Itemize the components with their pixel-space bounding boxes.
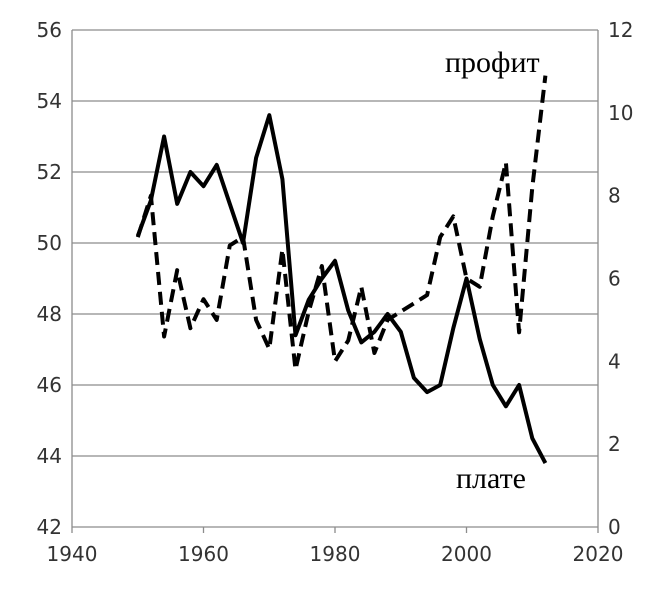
y2-tick-label: 2	[608, 432, 621, 456]
y-tick-label: 48	[37, 302, 62, 326]
y-tick-label: 52	[37, 160, 62, 184]
y2-tick-label: 10	[608, 101, 633, 125]
x-tick-label: 1980	[310, 542, 361, 566]
y2-tick-label: 6	[608, 267, 621, 291]
series-label-plate: плате	[456, 462, 526, 495]
y-tick-label: 42	[37, 515, 62, 539]
right-axis-tick-labels: 0 2 4 6 8 10 12	[608, 18, 633, 539]
series-line-plate	[135, 113, 548, 465]
series-label-profit: профит	[445, 46, 540, 79]
y-tick-label: 50	[37, 231, 62, 255]
y-tick-label: 46	[37, 373, 62, 397]
x-tick-label: 2000	[441, 542, 492, 566]
axes	[71, 30, 599, 533]
y2-tick-label: 4	[608, 349, 621, 373]
y-tick-label: 44	[37, 444, 62, 468]
y-tick-label: 54	[37, 89, 62, 113]
x-tick-label: 2020	[573, 542, 624, 566]
y-tick-label: 56	[37, 18, 62, 42]
left-axis-tick-labels: 42 44 46 48 50 52 54 56	[37, 18, 62, 539]
series-line-profit	[135, 75, 548, 372]
x-axis-tick-labels: 1940 1960 1980 2000 2020	[47, 542, 624, 566]
series-lines	[135, 75, 548, 465]
y2-tick-label: 0	[608, 515, 621, 539]
y2-tick-label: 12	[608, 18, 633, 42]
y2-tick-label: 8	[608, 184, 621, 208]
x-tick-label: 1960	[178, 542, 229, 566]
x-tick-label: 1940	[47, 542, 98, 566]
grid-lines	[72, 29, 598, 528]
series-labels: плате профит	[445, 46, 540, 495]
